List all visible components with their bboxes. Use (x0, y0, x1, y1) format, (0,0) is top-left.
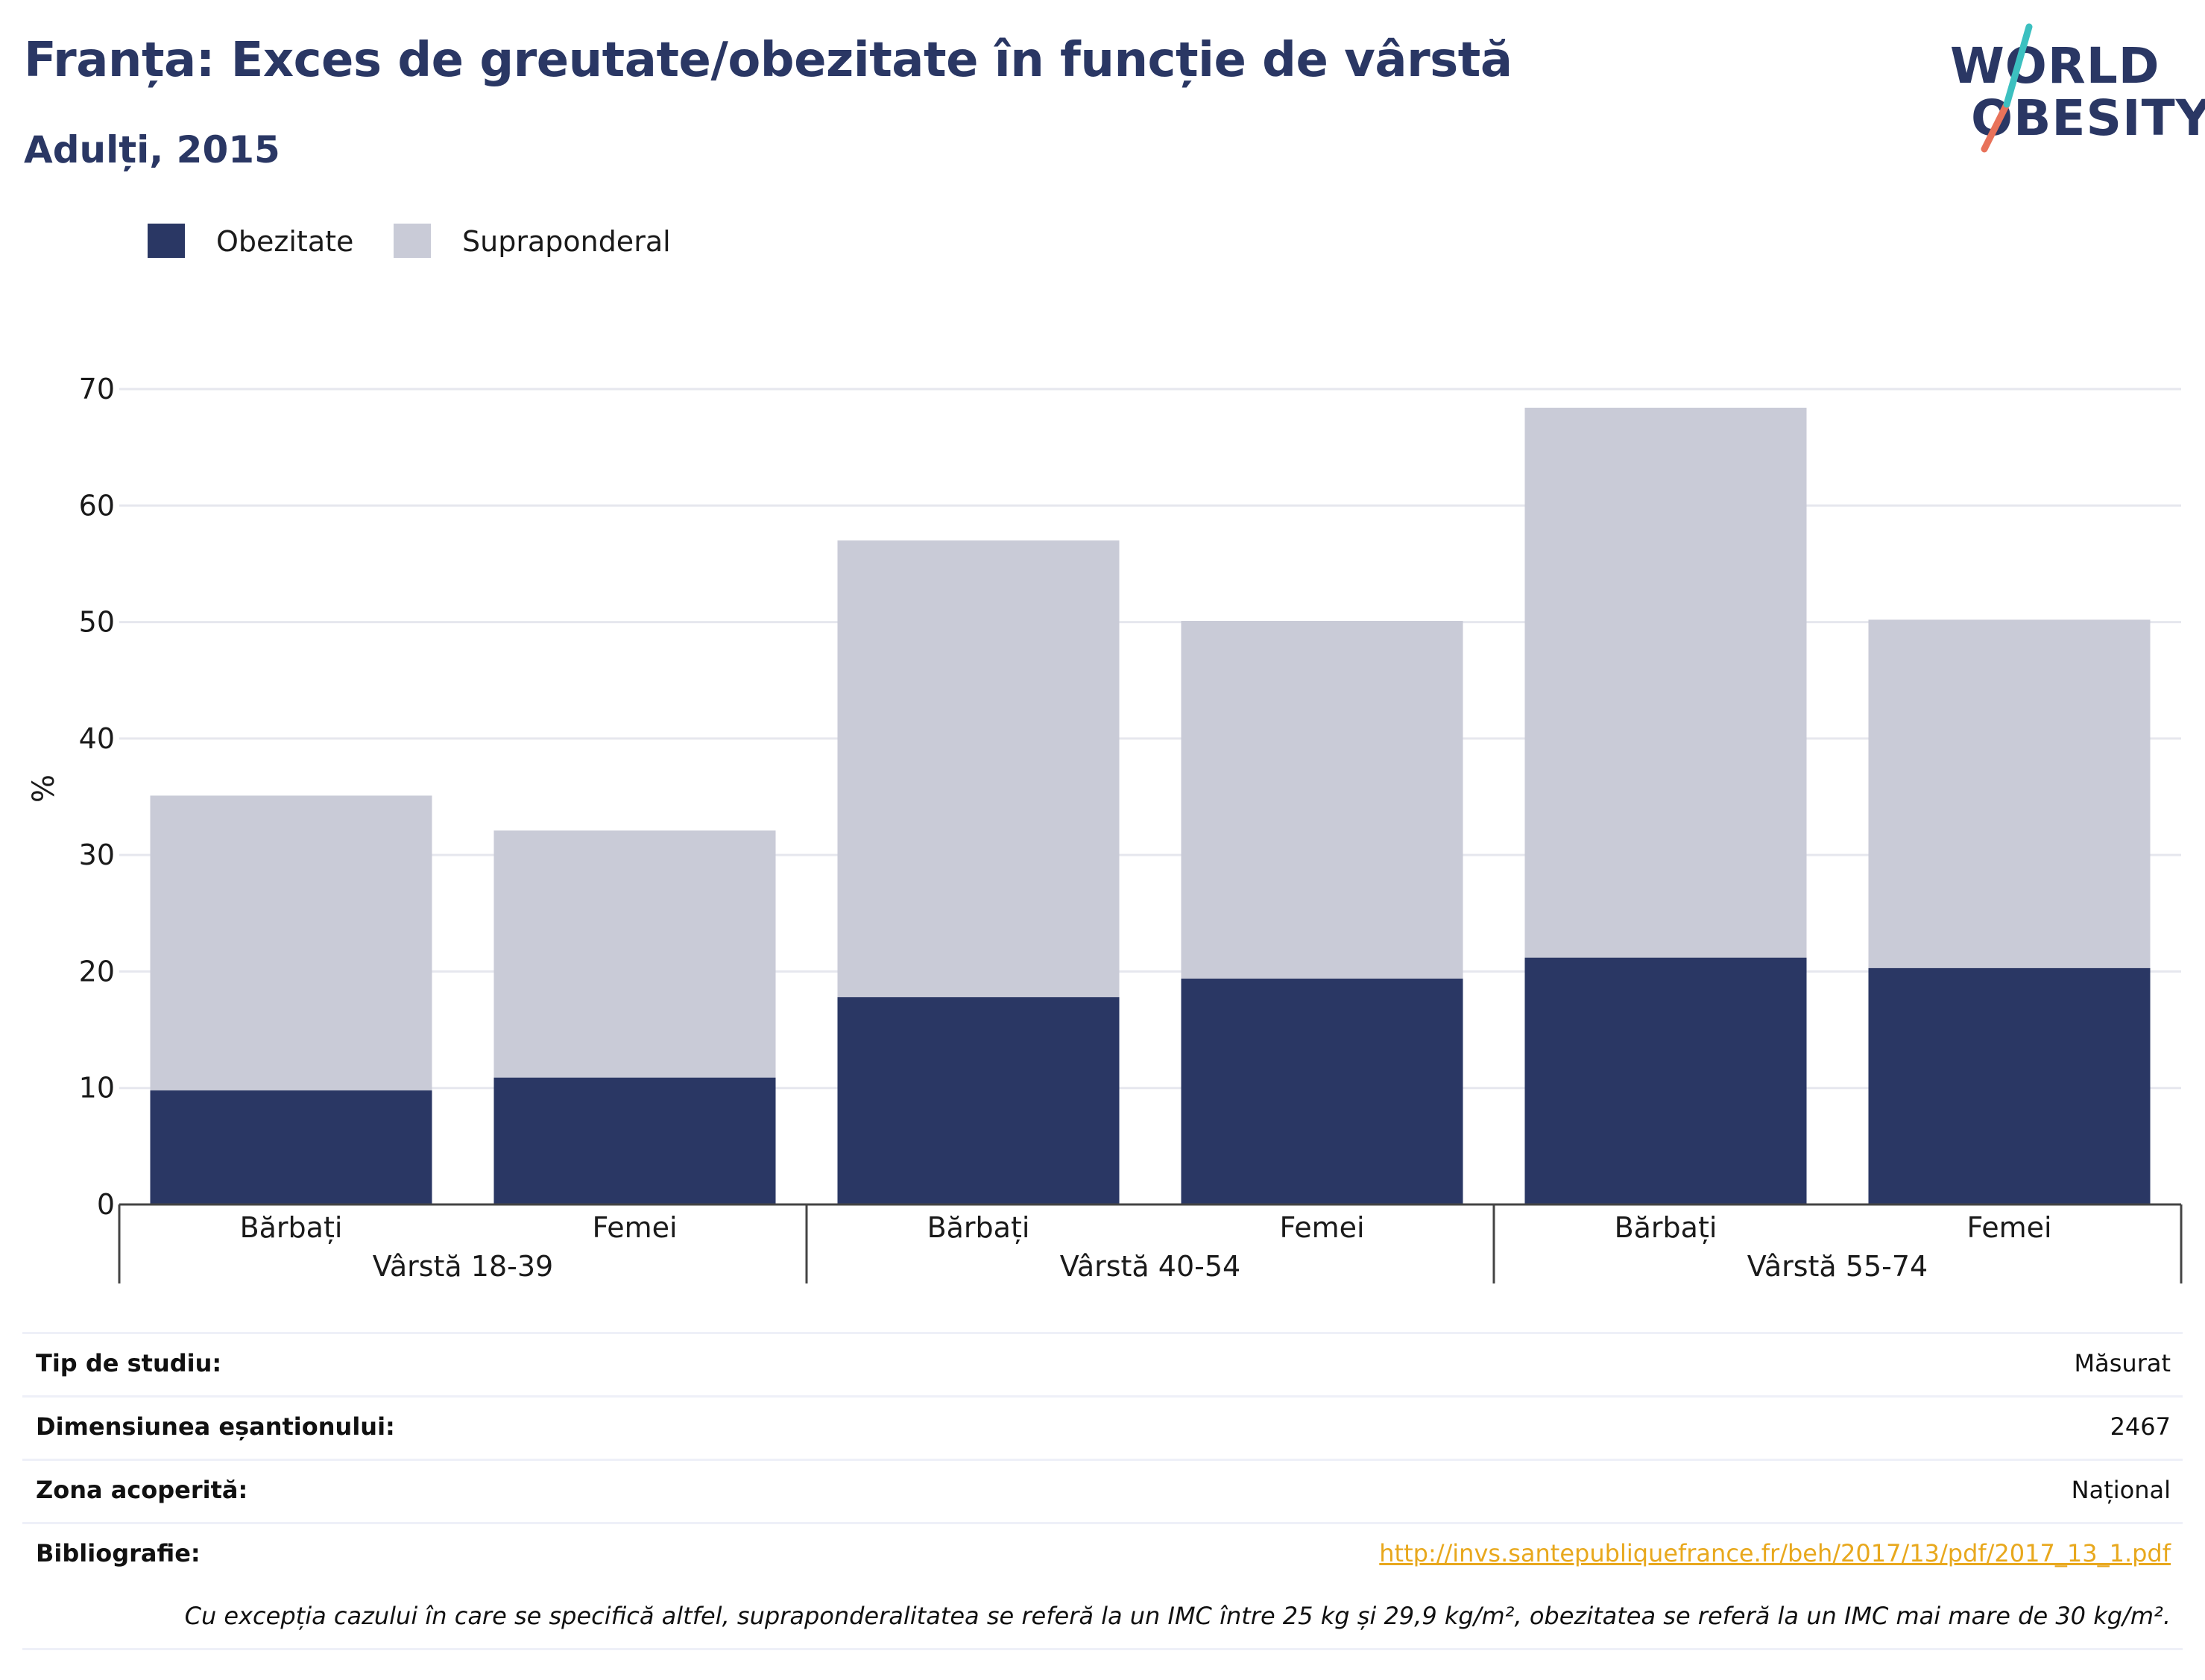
info-value-coverage: Național (2071, 1476, 2171, 1504)
bar-overweight (1868, 619, 2151, 968)
x-category-label: Femei (592, 1211, 677, 1244)
info-label-study-type: Tip de studiu: (36, 1349, 222, 1377)
bar-overweight (493, 830, 776, 1078)
bar-overweight (837, 540, 1120, 997)
bar-obesity (1524, 957, 1807, 1204)
footnote-row: Cu excepția cazului în care se specifică… (22, 1585, 2183, 1650)
info-row-study-type: Tip de studiu: Măsurat (22, 1332, 2183, 1395)
legend-swatch-obesity (148, 224, 185, 258)
bar-obesity (150, 1090, 432, 1204)
bar-obesity (1181, 978, 1463, 1204)
bar-obesity (493, 1077, 776, 1204)
info-label-bibliography: Bibliografie: (36, 1539, 201, 1567)
grid-lines (119, 388, 2181, 1090)
bars (150, 408, 2151, 1204)
x-group-label: Vârstă 40-54 (1060, 1250, 1240, 1283)
bibliography-link[interactable]: http://invs.santepubliquefrance.fr/beh/2… (1379, 1539, 2171, 1567)
y-tick-label: 0 (97, 1188, 115, 1221)
info-label-coverage: Zona acoperită: (36, 1476, 248, 1504)
legend-item-obesity[interactable]: Obezitate (148, 222, 371, 259)
x-category-label: Femei (1279, 1211, 1364, 1244)
bar-obesity (837, 997, 1120, 1204)
study-info-table: Tip de studiu: Măsurat Dimensiunea eșant… (22, 1332, 2183, 1650)
y-axis-ticks: 0 10 20 30 40 50 60 70 (79, 373, 115, 1221)
info-row-bibliography: Bibliografie: http://invs.santepubliquef… (22, 1522, 2183, 1585)
bar-overweight (150, 795, 432, 1090)
x-group-label: Vârstă 18-39 (373, 1250, 553, 1283)
x-category-label: Bărbați (240, 1211, 343, 1244)
chart-subtitle: Adulți, 2015 (24, 128, 280, 171)
x-group-label: Vârstă 55-74 (1747, 1250, 1928, 1283)
info-row-coverage: Zona acoperită: Național (22, 1459, 2183, 1522)
y-tick-label: 30 (79, 839, 115, 871)
legend-swatch-overweight (394, 224, 431, 258)
world-obesity-logo[interactable]: WORLD OBESITY (1938, 22, 2205, 157)
bar-overweight (1181, 621, 1463, 979)
info-label-sample-size: Dimensiunea eșantionului: (36, 1412, 395, 1441)
y-tick-label: 50 (79, 606, 115, 639)
x-category-label: Femei (1966, 1211, 2051, 1244)
y-tick-label: 70 (79, 373, 115, 405)
y-axis-label: % (27, 774, 61, 803)
chart-title: Franța: Exces de greutate/obezitate în f… (24, 33, 1512, 88)
logo-line-world: WORLD (1950, 37, 2160, 95)
x-category-label: Bărbați (927, 1211, 1030, 1244)
legend-item-overweight[interactable]: Supraponderal (394, 222, 692, 259)
bar-overweight (1524, 408, 1807, 958)
logo-slash-icon (1981, 23, 2033, 153)
bar-chart: 0 10 20 30 40 50 60 70 Bărbați Femei Bărbați Femei… (27, 373, 2183, 1283)
legend-label-overweight: Supraponderal (462, 225, 671, 258)
legend-label-obesity: Obezitate (216, 225, 354, 258)
x-axis-labels: Bărbați Femei Bărbați Femei Bărbați Femei Vârs… (240, 1211, 2052, 1283)
info-row-sample-size: Dimensiunea eșantionului: 2467 (22, 1395, 2183, 1459)
axes (118, 1203, 2183, 1283)
x-category-label: Bărbați (1615, 1211, 1717, 1244)
info-value-sample-size: 2467 (2110, 1412, 2171, 1441)
footnote: Cu excepția cazului în care se specifică… (184, 1602, 2171, 1630)
y-tick-label: 60 (79, 489, 115, 522)
bar-obesity (1868, 967, 2151, 1204)
info-value-study-type: Măsurat (2074, 1349, 2171, 1377)
y-tick-label: 10 (79, 1072, 115, 1105)
y-tick-label: 20 (79, 955, 115, 988)
y-tick-label: 40 (79, 722, 115, 755)
